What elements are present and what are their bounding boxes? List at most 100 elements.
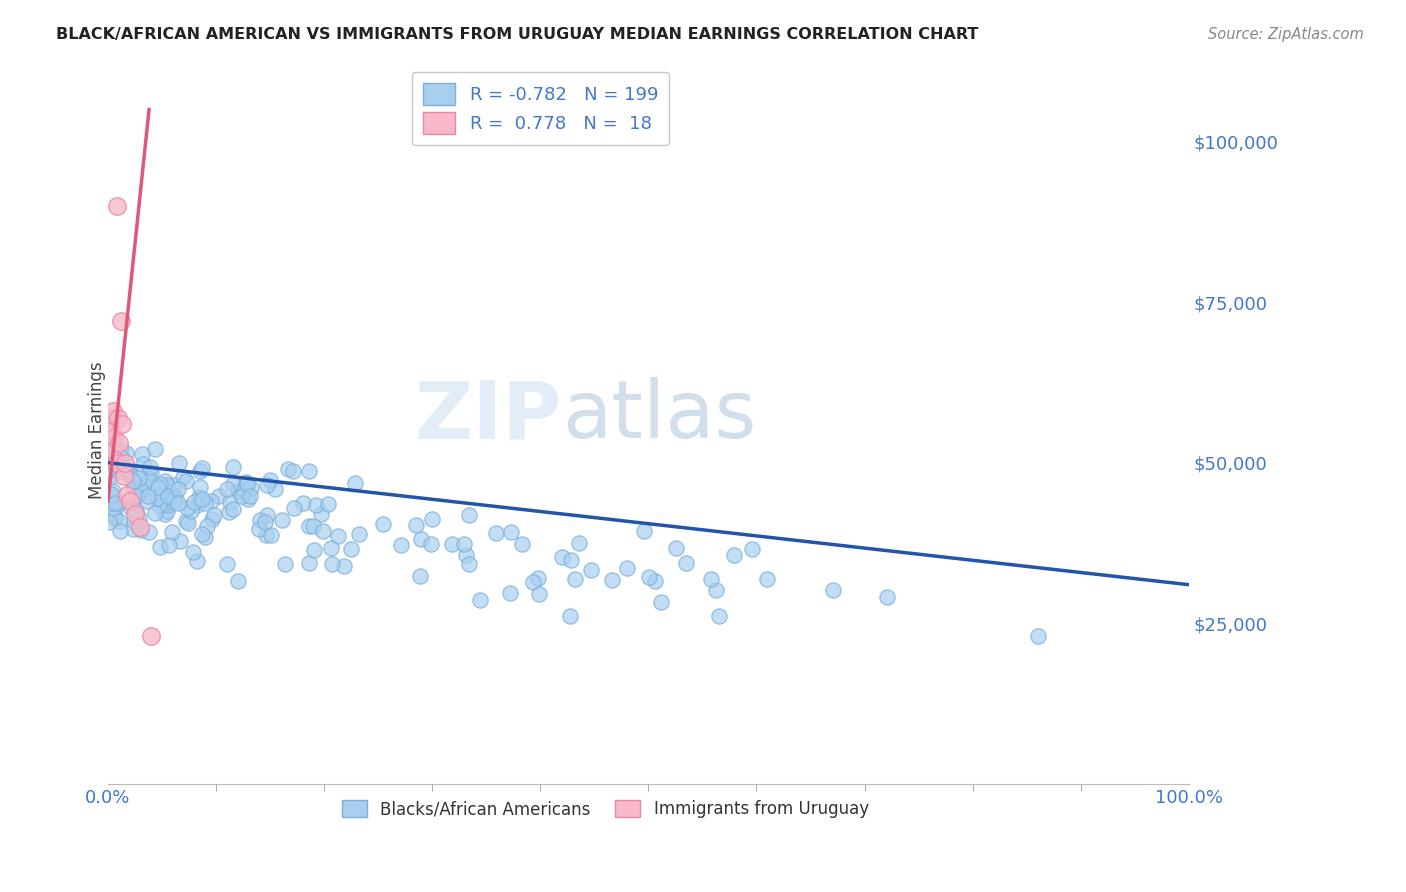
Point [128, 470, 150, 484]
Point [876, 590, 898, 604]
Point [163, 478, 186, 492]
Point [281, 465, 304, 479]
Point [453, 537, 475, 551]
Point [510, 537, 533, 551]
Point [97, 446, 120, 460]
Point [741, 542, 763, 557]
Point [217, 482, 239, 496]
Point [191, 460, 214, 475]
Point [110, 314, 132, 328]
Point [176, 514, 198, 528]
Point [823, 583, 845, 598]
Point [118, 467, 141, 482]
Point [143, 442, 166, 457]
Point [135, 494, 157, 508]
Point [101, 483, 124, 498]
Point [97, 443, 120, 458]
Point [180, 504, 202, 518]
Point [165, 489, 187, 503]
Point [139, 465, 162, 479]
Point [103, 489, 125, 503]
Point [202, 508, 225, 523]
Point [321, 541, 343, 555]
Point [190, 527, 212, 541]
Point [247, 522, 270, 536]
Point [188, 480, 211, 494]
Point [638, 570, 661, 584]
Point [226, 484, 249, 499]
Point [633, 524, 655, 539]
Point [157, 538, 180, 552]
Point [155, 508, 177, 522]
Point [105, 458, 128, 472]
Point [485, 526, 508, 541]
Point [291, 496, 314, 510]
Point [468, 593, 491, 607]
Point [129, 520, 152, 534]
Point [568, 535, 591, 549]
Point [222, 477, 245, 491]
Point [1026, 629, 1049, 643]
Point [332, 558, 354, 573]
Point [163, 493, 186, 508]
Point [104, 511, 127, 525]
Point [236, 477, 259, 491]
Text: BLACK/AFRICAN AMERICAN VS IMMIGRANTS FROM URUGUAY MEDIAN EARNINGS CORRELATION CH: BLACK/AFRICAN AMERICAN VS IMMIGRANTS FRO… [56, 27, 979, 42]
Point [420, 537, 443, 551]
Point [156, 504, 179, 518]
Point [105, 199, 128, 213]
Point [156, 498, 179, 512]
Point [298, 464, 321, 478]
Point [146, 480, 169, 494]
Point [240, 481, 263, 495]
Text: atlas: atlas [562, 377, 756, 456]
Point [256, 508, 278, 523]
Point [114, 446, 136, 460]
Point [172, 470, 194, 484]
Point [232, 483, 254, 498]
Point [100, 440, 122, 454]
Point [131, 446, 153, 460]
Point [349, 526, 371, 541]
Point [226, 574, 249, 589]
Point [201, 512, 224, 526]
Point [600, 573, 623, 587]
Point [259, 528, 281, 542]
Point [100, 424, 122, 438]
Point [97, 515, 120, 529]
Point [239, 489, 262, 503]
Point [110, 450, 132, 465]
Point [138, 472, 160, 486]
Point [103, 430, 125, 444]
Point [118, 494, 141, 508]
Point [150, 486, 173, 500]
Point [409, 569, 432, 583]
Point [256, 478, 278, 492]
Point [129, 483, 152, 497]
Point [169, 534, 191, 549]
Point [457, 557, 479, 571]
Point [527, 571, 550, 585]
Point [176, 516, 198, 531]
Point [218, 495, 240, 509]
Point [236, 491, 259, 506]
Point [112, 468, 135, 483]
Point [579, 564, 602, 578]
Point [108, 514, 131, 528]
Point [100, 496, 122, 510]
Point [700, 572, 723, 586]
Point [105, 453, 128, 467]
Point [263, 482, 285, 496]
Point [166, 482, 188, 496]
Point [707, 608, 730, 623]
Point [118, 500, 141, 514]
Point [139, 459, 162, 474]
Point [100, 488, 122, 502]
Y-axis label: Median Earnings: Median Earnings [89, 362, 105, 500]
Point [104, 496, 127, 510]
Point [134, 478, 156, 492]
Point [551, 549, 574, 564]
Point [183, 544, 205, 558]
Point [188, 464, 211, 478]
Point [117, 488, 139, 502]
